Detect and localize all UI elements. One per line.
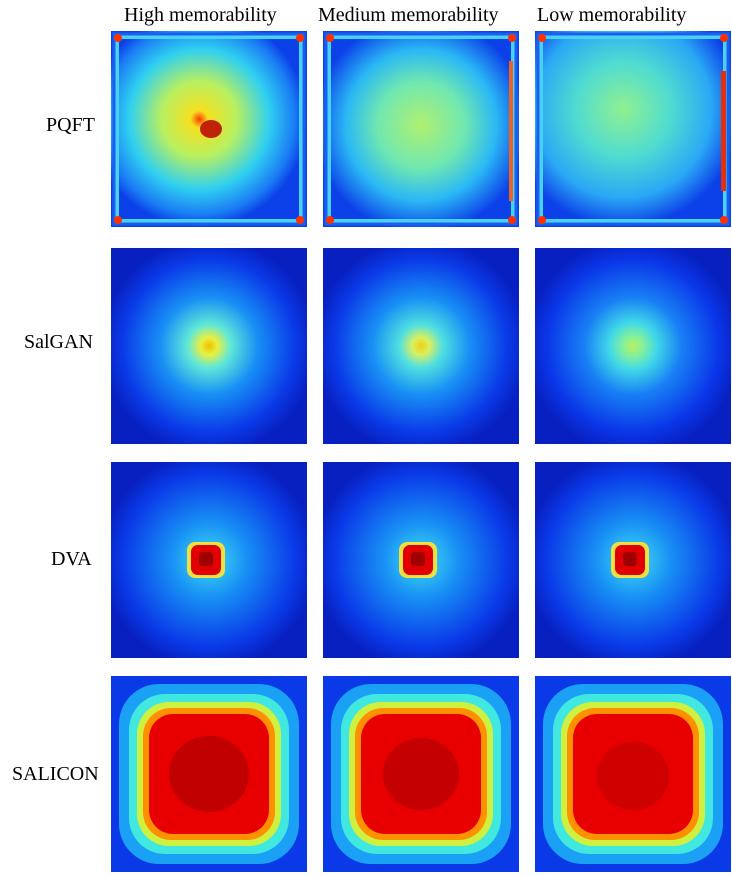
heatmap-salgan-high [111,248,307,444]
heatmap-dva-medium [323,462,519,658]
heatmap-dva-high [111,462,307,658]
heatmap-pqft-medium [323,31,519,227]
heatmap-pqft-low [535,31,731,227]
heatmap-dva-low [535,462,731,658]
heatmap-salicon-low [535,676,731,872]
heatmap-salicon-high [111,676,307,872]
heatmap-salgan-low [535,248,731,444]
row-label-salgan: SalGAN [24,331,93,353]
column-header-medium: Medium memorability [318,4,499,26]
heatmap-pqft-high [111,31,307,227]
heatmap-salicon-medium [323,676,519,872]
row-label-pqft: PQFT [46,114,95,136]
column-header-low: Low memorability [537,4,687,26]
row-label-dva: DVA [51,548,92,570]
heatmap-salgan-medium [323,248,519,444]
row-label-salicon: SALICON [12,763,99,785]
column-header-high: High memorability [124,4,277,26]
